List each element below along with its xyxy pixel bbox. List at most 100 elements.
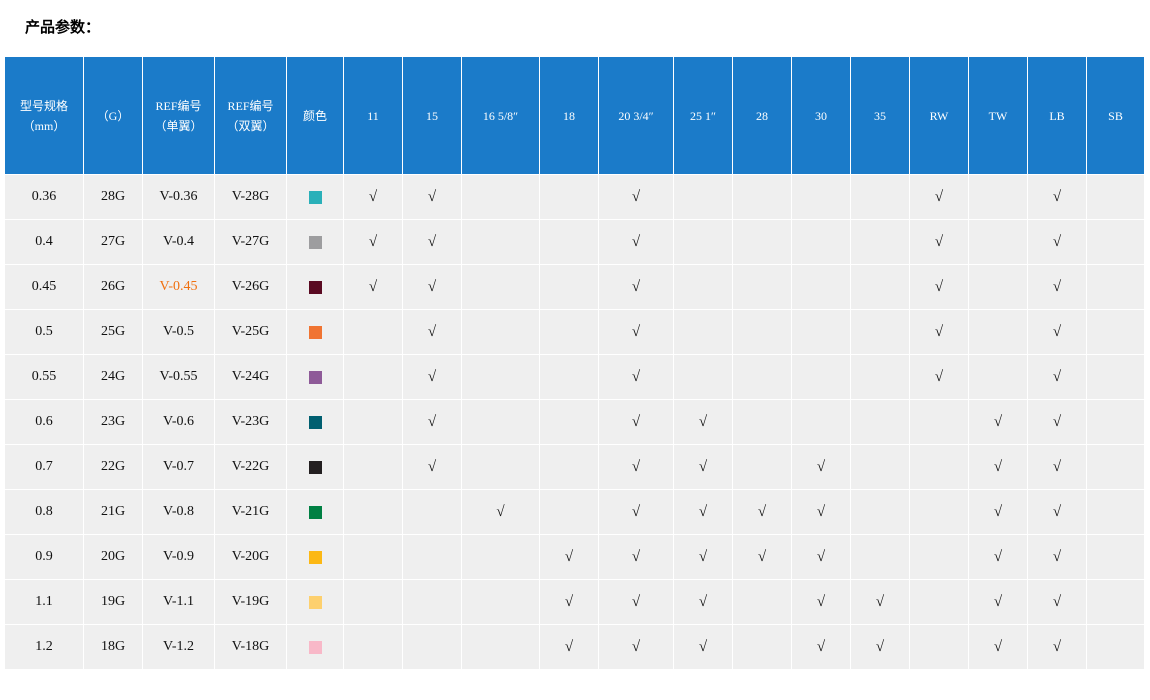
- header-cell: 25 1″: [674, 57, 733, 175]
- cell-text: 25G: [100, 324, 126, 339]
- check-mark: √: [1052, 413, 1062, 430]
- check-mark: √: [993, 503, 1003, 520]
- body-cell: [792, 310, 851, 355]
- check-mark: √: [631, 503, 641, 520]
- body-cell: [287, 175, 344, 220]
- header-text: 25 1″: [690, 108, 716, 123]
- body-cell: [733, 400, 792, 445]
- body-cell: √: [969, 445, 1028, 490]
- cell-text: 1.1: [35, 594, 53, 609]
- body-cell: [792, 265, 851, 310]
- header-text: RW: [929, 108, 949, 123]
- check-mark: √: [934, 233, 944, 250]
- cell-text: 0.4: [35, 234, 53, 249]
- check-mark: √: [368, 278, 378, 295]
- body-cell: 0.55: [5, 355, 84, 400]
- cell-text: 0.6: [35, 414, 53, 429]
- cell-text: 0.9: [35, 549, 53, 564]
- body-cell: √: [969, 625, 1028, 670]
- body-cell: [462, 625, 540, 670]
- body-cell: [851, 265, 910, 310]
- check-mark: √: [816, 638, 826, 655]
- cell-text: V-1.2: [163, 639, 194, 654]
- body-cell: [540, 355, 599, 400]
- cell-text: 18G: [100, 639, 126, 654]
- check-mark: √: [564, 638, 574, 655]
- body-cell: √: [792, 580, 851, 625]
- cell-text: V-24G: [231, 369, 270, 384]
- body-cell: √: [1028, 220, 1087, 265]
- check-mark: √: [1052, 638, 1062, 655]
- check-mark: √: [934, 278, 944, 295]
- color-swatch: [308, 190, 322, 204]
- body-cell: [344, 310, 403, 355]
- body-cell: V-22G: [215, 445, 287, 490]
- body-cell: [540, 400, 599, 445]
- body-cell: [462, 355, 540, 400]
- body-cell: √: [910, 175, 969, 220]
- body-cell: [287, 490, 344, 535]
- body-cell: [969, 310, 1028, 355]
- cell-text: 27G: [100, 234, 126, 249]
- body-cell: √: [540, 535, 599, 580]
- check-mark: √: [698, 548, 708, 565]
- body-cell: V-0.55: [143, 355, 215, 400]
- body-cell: [344, 400, 403, 445]
- check-mark: √: [427, 323, 437, 340]
- body-cell: [792, 220, 851, 265]
- body-cell: [1087, 490, 1145, 535]
- cell-text: V-20G: [231, 549, 270, 564]
- check-mark: √: [368, 188, 378, 205]
- body-cell: √: [599, 220, 674, 265]
- header-cell: 18: [540, 57, 599, 175]
- check-mark: √: [698, 458, 708, 475]
- body-cell: 0.45: [5, 265, 84, 310]
- body-cell: [910, 625, 969, 670]
- cell-text: V-28G: [231, 189, 270, 204]
- body-cell: [1087, 310, 1145, 355]
- cell-text: V-0.4: [163, 234, 194, 249]
- header-cell: 16 5/8″: [462, 57, 540, 175]
- body-cell: √: [599, 310, 674, 355]
- body-cell: 19G: [84, 580, 143, 625]
- cell-text: 19G: [100, 594, 126, 609]
- cell-text: 28G: [100, 189, 126, 204]
- body-cell: [344, 490, 403, 535]
- body-cell: [287, 265, 344, 310]
- body-cell: 0.8: [5, 490, 84, 535]
- check-mark: √: [698, 638, 708, 655]
- color-swatch: [308, 280, 322, 294]
- header-text: 颜色: [302, 108, 327, 123]
- header-cell: 颜色: [287, 57, 344, 175]
- body-cell: √: [792, 535, 851, 580]
- body-cell: √: [1028, 625, 1087, 670]
- header-text: （单翼）: [154, 118, 203, 133]
- body-cell: V-0.9: [143, 535, 215, 580]
- check-mark: √: [427, 458, 437, 475]
- body-cell: V-19G: [215, 580, 287, 625]
- body-cell: [674, 175, 733, 220]
- check-mark: √: [1052, 323, 1062, 340]
- check-mark: √: [427, 413, 437, 430]
- body-cell: √: [403, 400, 462, 445]
- check-mark: √: [631, 548, 641, 565]
- body-cell: √: [792, 490, 851, 535]
- cell-text: V-0.45: [159, 279, 198, 294]
- body-cell: √: [674, 445, 733, 490]
- cell-text: V-0.36: [159, 189, 198, 204]
- body-cell: V-20G: [215, 535, 287, 580]
- body-cell: [674, 310, 733, 355]
- header-cell: REF编号 （单翼）: [143, 57, 215, 175]
- body-cell: [540, 310, 599, 355]
- header-cell: 35: [851, 57, 910, 175]
- check-mark: √: [934, 323, 944, 340]
- color-swatch: [308, 505, 322, 519]
- body-cell: √: [599, 535, 674, 580]
- cell-text: V-23G: [231, 414, 270, 429]
- body-cell: [287, 400, 344, 445]
- header-cell: 11: [344, 57, 403, 175]
- body-cell: √: [344, 175, 403, 220]
- body-cell: [462, 265, 540, 310]
- body-cell: [1087, 220, 1145, 265]
- header-text: 28: [756, 108, 768, 123]
